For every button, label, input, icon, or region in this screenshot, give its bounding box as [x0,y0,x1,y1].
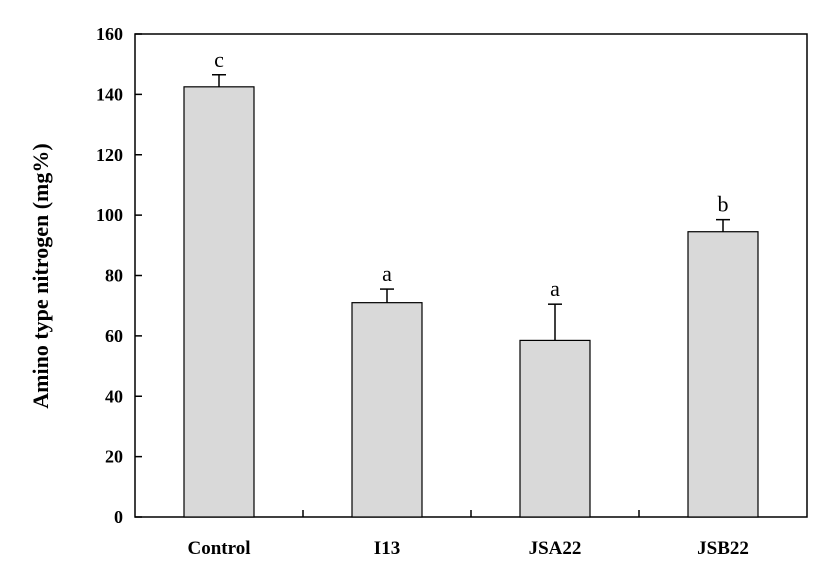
x-category-label: Control [188,538,251,559]
bar-jsb22 [687,231,759,518]
x-category-label: JSB22 [697,538,749,559]
significance-label: a [550,276,560,301]
significance-label: c [214,47,224,72]
y-tick-label: 120 [96,145,123,165]
y-tick-label: 100 [96,205,123,225]
y-tick-label: 0 [114,507,123,527]
x-category-label: JSA22 [529,538,582,559]
y-tick-label: 20 [105,447,123,467]
y-tick-label: 140 [96,84,123,104]
y-tick-label: 80 [105,266,123,286]
bar-control [183,86,255,518]
bar-i13 [351,302,423,518]
y-axis-title: Amino type nitrogen (mg%) [28,143,53,408]
y-tick-label: 40 [105,386,123,406]
bar-jsa22 [519,339,591,518]
significance-label: b [718,192,729,217]
x-category-label: I13 [374,538,400,559]
y-tick-label: 160 [96,24,123,44]
significance-label: a [382,261,392,286]
y-tick-label: 60 [105,326,123,346]
